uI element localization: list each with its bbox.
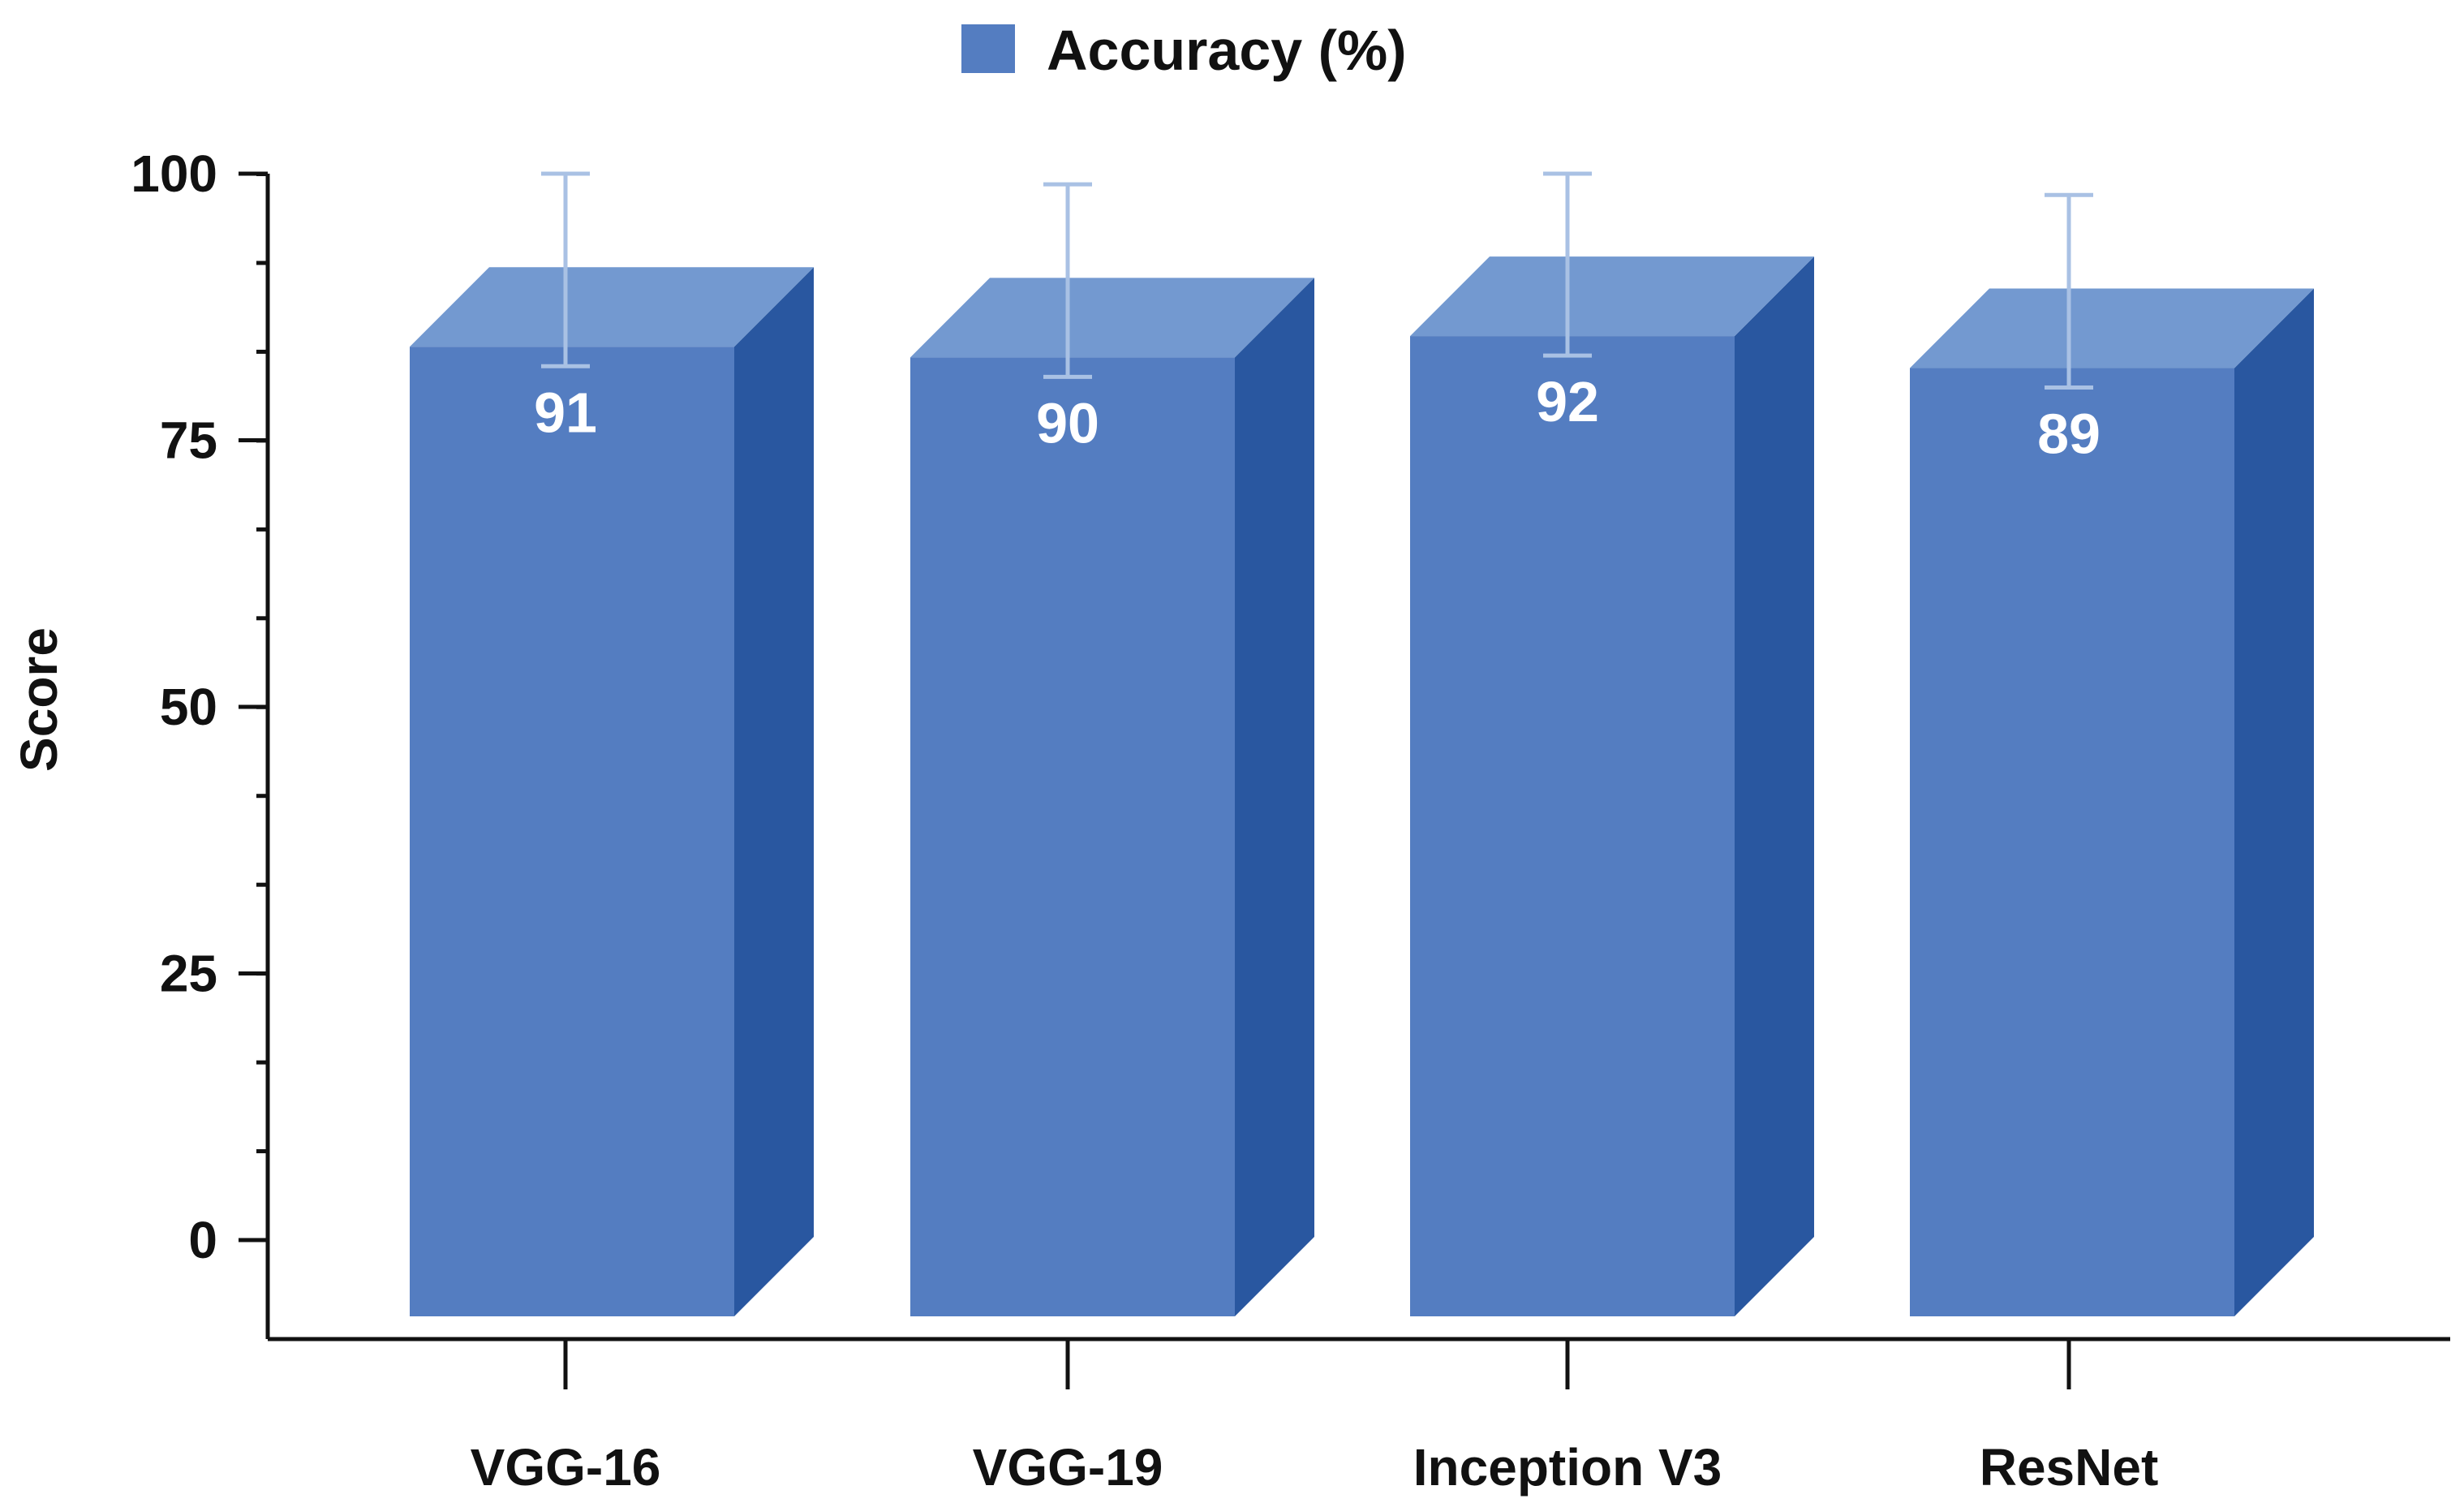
x-tick-label: VGG-16 (471, 1438, 661, 1497)
data-label: 91 (534, 381, 597, 444)
bar-side (1235, 278, 1314, 1316)
y-tick-label: 0 (188, 1211, 217, 1269)
x-tick-label: ResNet (1980, 1438, 2159, 1497)
bar (1410, 336, 1735, 1316)
y-tick-label: 25 (160, 945, 217, 1003)
legend-swatch (961, 24, 1015, 73)
legend-label: Accuracy (%) (1047, 19, 1407, 82)
bar-top (910, 278, 1314, 358)
y-tick-label: 50 (160, 678, 217, 736)
bar-side (1735, 256, 1814, 1316)
y-tick-label: 100 (131, 144, 217, 203)
bar-side (2234, 288, 2314, 1316)
bar-top (1410, 256, 1814, 337)
data-label: 92 (1536, 370, 1599, 433)
bar-top (410, 267, 814, 347)
y-tick-label: 75 (160, 411, 217, 470)
bars (410, 256, 2314, 1316)
bar-side (734, 267, 814, 1316)
x-axis: VGG-16 VGG-19 Inception V3 ResNet (268, 1337, 2450, 1497)
data-label: 89 (2037, 403, 2101, 466)
legend: Accuracy (%) (961, 19, 1407, 82)
data-label: 90 (1036, 391, 1099, 454)
y-axis: 0 25 50 75 100 (131, 144, 270, 1339)
bar-top (1910, 288, 2314, 368)
data-labels: 91 90 92 89 (534, 370, 2101, 465)
error-bars (541, 171, 2093, 390)
x-tick-label: Inception V3 (1413, 1438, 1722, 1497)
bar (1910, 368, 2234, 1316)
y-axis-title: Score (10, 627, 68, 772)
bar (910, 357, 1235, 1316)
x-tick-label: VGG-19 (973, 1438, 1163, 1497)
bar (410, 347, 734, 1316)
